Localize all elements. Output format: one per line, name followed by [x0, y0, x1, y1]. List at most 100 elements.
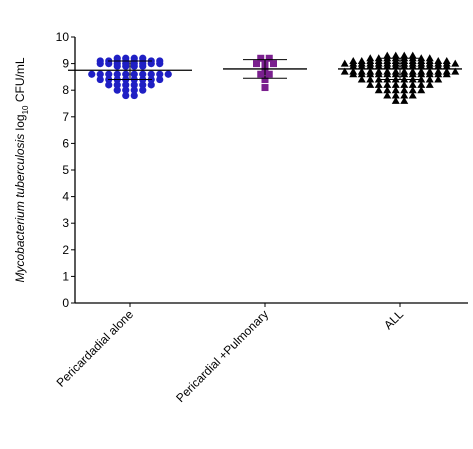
data-point — [96, 70, 104, 78]
data-point — [156, 70, 164, 78]
y-tick-label: 3 — [62, 216, 69, 230]
data-point — [164, 70, 172, 78]
data-point — [366, 80, 375, 88]
data-point — [130, 70, 138, 78]
data-point — [366, 70, 375, 78]
data-point — [408, 70, 417, 78]
data-point — [122, 70, 130, 78]
data-point — [425, 75, 434, 83]
data-point — [391, 91, 400, 99]
data-point — [442, 62, 451, 70]
y-tick-label: 7 — [62, 110, 69, 124]
data-point — [391, 62, 400, 70]
data-point — [383, 86, 392, 94]
x-tick-label: Pericardial +Pulmonary — [173, 307, 271, 405]
data-point — [374, 62, 383, 70]
data-point — [417, 86, 426, 94]
data-point — [261, 76, 269, 84]
y-label-part: CFU/mL — [13, 57, 27, 102]
data-point — [391, 70, 400, 78]
data-point — [265, 54, 273, 62]
y-label-part: 10 — [21, 105, 30, 114]
data-point — [156, 60, 164, 68]
data-point — [434, 62, 443, 70]
y-label-part: Mycobacterium tuberculosis — [13, 134, 27, 283]
data-point — [96, 75, 104, 84]
data-point — [265, 70, 273, 78]
data-point — [270, 60, 277, 68]
data-point — [147, 81, 155, 89]
data-point — [400, 80, 409, 88]
y-axis-label: Mycobacterium tuberculosis log10 CFU/mL — [13, 57, 31, 282]
data-point — [417, 62, 426, 70]
data-point — [122, 62, 130, 70]
y-tick-label: 8 — [62, 83, 69, 97]
y-tick-label: 4 — [62, 190, 69, 204]
data-point — [383, 62, 392, 70]
data-point — [257, 54, 265, 62]
data-point — [253, 60, 260, 68]
data-point — [113, 70, 121, 78]
data-point — [451, 67, 460, 75]
data-point — [383, 80, 392, 88]
data-point — [417, 70, 426, 78]
data-point — [366, 75, 375, 83]
data-point — [349, 62, 358, 70]
data-point — [434, 70, 443, 78]
data-point — [122, 81, 130, 89]
data-point — [417, 80, 426, 88]
data-point — [139, 81, 147, 89]
data-point — [147, 60, 155, 68]
data-point — [451, 59, 460, 67]
data-point — [383, 91, 392, 99]
data-point — [105, 81, 113, 89]
data-point — [400, 86, 409, 94]
data-point — [261, 84, 269, 92]
data-point — [105, 60, 113, 68]
data-point — [374, 70, 383, 78]
data-point — [147, 70, 155, 78]
y-tick-label: 9 — [62, 57, 69, 71]
y-tick-label: 10 — [56, 30, 70, 44]
data-point — [340, 59, 349, 67]
y-tick-label: 0 — [62, 296, 69, 310]
data-point — [156, 75, 164, 84]
data-point — [408, 80, 417, 88]
data-point — [391, 96, 400, 104]
data-point — [122, 91, 130, 100]
data-point — [357, 75, 366, 83]
y-tick-label: 1 — [62, 269, 69, 283]
data-point — [349, 70, 358, 78]
data-point — [425, 70, 434, 78]
data-point — [113, 81, 121, 89]
data-point — [113, 86, 121, 94]
data-point — [400, 62, 409, 70]
data-point — [425, 62, 434, 70]
data-point — [96, 60, 104, 68]
data-point — [408, 91, 417, 99]
y-tick-label: 2 — [62, 243, 69, 257]
data-point — [357, 62, 366, 70]
data-point — [434, 75, 443, 83]
data-point — [408, 62, 417, 70]
data-point — [139, 86, 147, 94]
data-point — [442, 70, 451, 78]
data-point — [130, 91, 138, 100]
y-tick-label: 5 — [62, 163, 69, 177]
x-tick-label: ALL — [381, 307, 406, 332]
data-point — [139, 70, 147, 78]
data-point — [88, 70, 96, 78]
data-point — [105, 70, 113, 78]
data-point — [400, 91, 409, 99]
data-point — [357, 70, 366, 78]
y-label-part: log — [13, 114, 27, 130]
data-point — [391, 86, 400, 94]
data-point — [139, 62, 147, 70]
data-point — [130, 86, 138, 94]
data-point — [374, 86, 383, 94]
y-tick-label: 6 — [62, 136, 69, 150]
data-point — [400, 70, 409, 78]
data-point — [130, 81, 138, 89]
data-point — [130, 62, 138, 70]
